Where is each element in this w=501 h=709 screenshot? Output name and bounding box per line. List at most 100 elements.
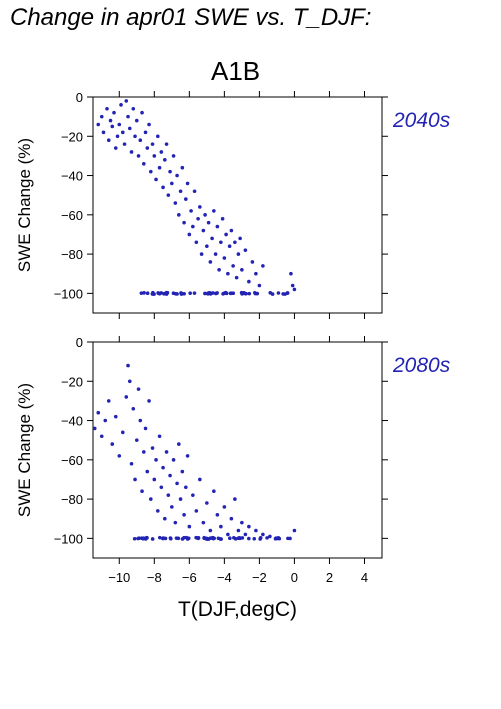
- data-point: [219, 524, 223, 529]
- data-point: [226, 271, 230, 276]
- data-point-floor: [212, 536, 217, 541]
- period-label: 2080s: [392, 354, 451, 377]
- data-point-floor: [244, 291, 248, 296]
- data-point-floor: [180, 537, 185, 541]
- y-tick-label: −20: [61, 374, 83, 389]
- data-point: [261, 264, 265, 268]
- data-point: [212, 209, 216, 213]
- data-point: [124, 395, 129, 399]
- data-point: [213, 252, 218, 256]
- data-point: [191, 224, 195, 229]
- x-tick-label: −8: [147, 570, 162, 585]
- data-point: [198, 477, 202, 482]
- data-point-floor: [192, 291, 197, 295]
- data-point: [180, 469, 185, 474]
- data-point: [184, 197, 188, 201]
- data-point-floor: [228, 536, 232, 541]
- data-point-floor: [221, 292, 225, 296]
- data-point: [149, 497, 153, 501]
- x-tick-label: 4: [361, 570, 368, 585]
- data-point: [247, 279, 251, 284]
- data-point: [96, 122, 101, 127]
- plot-frame: [92, 341, 383, 559]
- data-point: [182, 513, 186, 517]
- data-point: [147, 122, 151, 127]
- data-point-floor: [142, 291, 146, 295]
- data-point: [122, 142, 127, 146]
- data-point: [206, 220, 211, 225]
- data-point-floor: [174, 536, 179, 540]
- data-point: [119, 103, 123, 107]
- data-point: [141, 161, 146, 166]
- data-point: [101, 130, 106, 135]
- data-point: [106, 399, 111, 403]
- data-point: [112, 110, 116, 115]
- data-point: [240, 520, 244, 525]
- data-point: [205, 244, 209, 249]
- y-tick-label: −80: [61, 492, 83, 507]
- data-point: [268, 534, 272, 539]
- data-point: [196, 216, 200, 221]
- data-point-floor: [240, 292, 244, 296]
- data-point: [133, 134, 137, 139]
- y-tick-label: −100: [54, 286, 83, 301]
- data-point: [149, 169, 153, 174]
- data-point: [136, 387, 141, 391]
- data-point: [117, 122, 122, 127]
- data-point-floor: [151, 290, 155, 295]
- data-point: [236, 528, 241, 533]
- data-point: [203, 213, 207, 217]
- data-point: [106, 138, 111, 142]
- data-point: [143, 426, 148, 431]
- data-point: [150, 446, 155, 450]
- data-point: [290, 283, 295, 288]
- figure-title: Change in apr01 SWE vs. T_DJF:: [10, 4, 372, 31]
- data-point: [191, 493, 195, 497]
- data-point: [238, 236, 242, 241]
- data-point: [131, 106, 136, 111]
- data-point-floor: [216, 536, 221, 541]
- data-point: [289, 271, 293, 276]
- data-point: [120, 430, 125, 435]
- data-point-floor: [145, 291, 150, 296]
- data-point: [129, 150, 134, 154]
- plot-frame: [92, 96, 383, 314]
- data-point: [261, 532, 265, 537]
- x-tick-label: −10: [108, 570, 130, 585]
- data-point: [105, 106, 109, 111]
- data-point: [257, 283, 262, 288]
- panel-2040s: 0 −20 −40 −60 −80 −100 SWE Change (%) 2040s: [15, 90, 451, 319]
- scenario-label: A1B: [211, 56, 261, 86]
- data-point: [233, 497, 237, 501]
- y-tick-label: −60: [61, 453, 83, 468]
- data-point: [224, 232, 228, 237]
- data-point: [99, 114, 104, 119]
- data-point: [131, 406, 136, 411]
- data-point: [168, 473, 172, 478]
- y-tick-label: −40: [61, 169, 83, 184]
- data-point: [210, 236, 214, 241]
- data-point: [240, 268, 244, 272]
- data-point: [110, 124, 115, 129]
- data-point: [141, 450, 146, 454]
- data-point: [208, 528, 213, 533]
- data-point: [231, 264, 235, 268]
- data-point-floor: [194, 535, 198, 540]
- data-point: [187, 524, 192, 529]
- data-point-floor: [253, 291, 258, 296]
- data-point-floor: [158, 535, 162, 540]
- data-point: [134, 438, 139, 442]
- data-point-floor: [276, 535, 281, 540]
- data-point: [127, 379, 132, 384]
- data-point: [226, 532, 230, 537]
- data-point-floor: [145, 536, 149, 540]
- data-point: [157, 165, 162, 170]
- data-point: [247, 524, 251, 529]
- data-point-floor: [247, 291, 252, 296]
- y-tick-label: −40: [61, 414, 83, 429]
- data-point: [233, 240, 237, 245]
- data-point: [189, 209, 193, 213]
- y-axis-label: SWE Change (%): [15, 383, 34, 517]
- data-point-floor: [268, 291, 273, 295]
- data-point: [140, 110, 144, 115]
